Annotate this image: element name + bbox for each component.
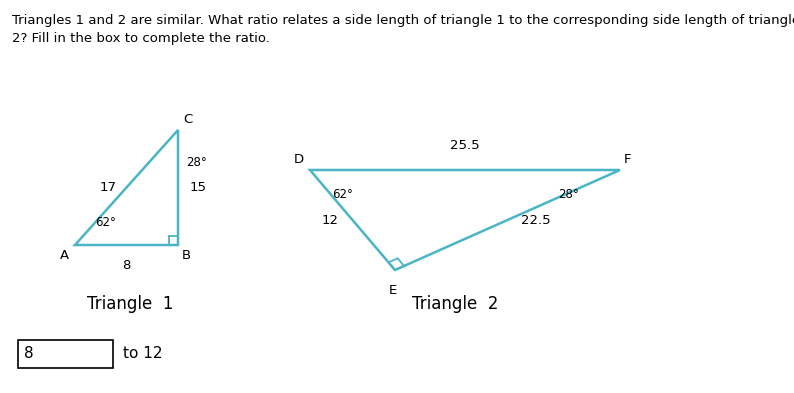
Text: Triangle  1: Triangle 1 bbox=[87, 295, 173, 313]
Text: A: A bbox=[60, 249, 69, 262]
Bar bbox=[18, 340, 113, 368]
Text: C: C bbox=[183, 113, 192, 126]
Text: 62°: 62° bbox=[95, 216, 116, 229]
Text: 15: 15 bbox=[190, 181, 207, 194]
Text: 62°: 62° bbox=[332, 188, 353, 201]
Text: 17: 17 bbox=[99, 181, 117, 194]
Text: 28°: 28° bbox=[186, 156, 206, 169]
Text: 12: 12 bbox=[322, 213, 338, 226]
Text: 2? Fill in the box to complete the ratio.: 2? Fill in the box to complete the ratio… bbox=[12, 32, 270, 45]
Text: B: B bbox=[182, 249, 191, 262]
Text: Triangles 1 and 2 are similar. What ratio relates a side length of triangle 1 to: Triangles 1 and 2 are similar. What rati… bbox=[12, 14, 794, 27]
Text: 28°: 28° bbox=[558, 188, 579, 201]
Text: 22.5: 22.5 bbox=[522, 213, 551, 226]
Text: 8: 8 bbox=[122, 259, 131, 272]
Text: D: D bbox=[294, 153, 304, 166]
Text: 8: 8 bbox=[24, 347, 33, 362]
Text: to 12: to 12 bbox=[123, 347, 163, 362]
Text: F: F bbox=[624, 153, 631, 166]
Text: 25.5: 25.5 bbox=[450, 139, 480, 152]
Text: E: E bbox=[389, 284, 397, 297]
Text: Triangle  2: Triangle 2 bbox=[412, 295, 498, 313]
